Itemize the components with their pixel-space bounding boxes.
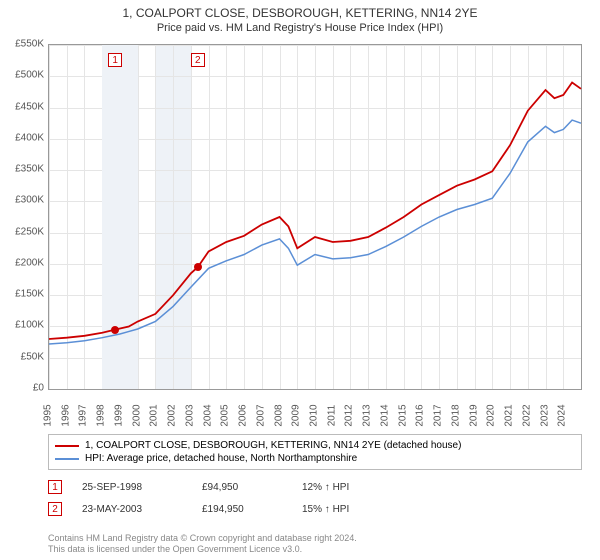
x-axis-label: 2001 [149, 404, 160, 426]
transaction-marker: 2 [48, 502, 62, 516]
x-axis-label: 2019 [468, 404, 479, 426]
x-axis-label: 2022 [521, 404, 532, 426]
legend-item: HPI: Average price, detached house, Nort… [55, 452, 575, 465]
x-axis-label: 2020 [486, 404, 497, 426]
x-axis-label: 2014 [379, 404, 390, 426]
page-title: 1, COALPORT CLOSE, DESBOROUGH, KETTERING… [0, 0, 600, 20]
x-axis-label: 2017 [433, 404, 444, 426]
transaction-point-1 [111, 326, 119, 334]
x-axis-label: 2023 [539, 404, 550, 426]
x-axis-label: 2018 [450, 404, 461, 426]
chart-container: 1, COALPORT CLOSE, DESBOROUGH, KETTERING… [0, 0, 600, 560]
y-axis-label: £450K [15, 101, 44, 112]
transaction-delta: 12% ↑ HPI [302, 482, 382, 493]
x-axis-label: 2006 [238, 404, 249, 426]
y-axis-label: £400K [15, 132, 44, 143]
x-axis-label: 1995 [43, 404, 54, 426]
y-axis-label: £500K [15, 70, 44, 81]
x-axis-label: 2009 [291, 404, 302, 426]
transaction-point-2 [194, 263, 202, 271]
x-axis-label: 2012 [344, 404, 355, 426]
series-blue [49, 120, 581, 344]
transaction-marker: 1 [48, 480, 62, 494]
legend: 1, COALPORT CLOSE, DESBOROUGH, KETTERING… [48, 434, 582, 470]
y-axis-label: £50K [21, 351, 44, 362]
x-axis-label: 2004 [202, 404, 213, 426]
footer-line-1: Contains HM Land Registry data © Crown c… [48, 533, 357, 545]
transaction-row: 1 25-SEP-1998 £94,950 12% ↑ HPI [48, 480, 582, 494]
transaction-row: 2 23-MAY-2003 £194,950 15% ↑ HPI [48, 502, 582, 516]
transaction-delta: 15% ↑ HPI [302, 504, 382, 515]
legend-swatch [55, 458, 79, 460]
footer-line-2: This data is licensed under the Open Gov… [48, 544, 357, 556]
legend-label: 1, COALPORT CLOSE, DESBOROUGH, KETTERING… [85, 440, 461, 451]
x-axis-label: 2021 [504, 404, 515, 426]
legend-item: 1, COALPORT CLOSE, DESBOROUGH, KETTERING… [55, 439, 575, 452]
transaction-price: £194,950 [202, 504, 282, 515]
x-axis-label: 2005 [220, 404, 231, 426]
x-axis-label: 2008 [273, 404, 284, 426]
series-red [49, 83, 581, 340]
page-subtitle: Price paid vs. HM Land Registry's House … [0, 20, 600, 34]
plot-area: 12 [48, 44, 582, 390]
x-axis-label: 2007 [255, 404, 266, 426]
x-axis-label: 1996 [60, 404, 71, 426]
y-axis-label: £300K [15, 195, 44, 206]
line-plot [49, 45, 581, 389]
footer-attribution: Contains HM Land Registry data © Crown c… [48, 533, 357, 556]
marker-box-2: 2 [191, 53, 205, 67]
x-axis-label: 2024 [557, 404, 568, 426]
legend-label: HPI: Average price, detached house, Nort… [85, 453, 357, 464]
y-axis-label: £100K [15, 320, 44, 331]
transaction-price: £94,950 [202, 482, 282, 493]
x-axis-label: 1997 [78, 404, 89, 426]
y-axis-label: £150K [15, 289, 44, 300]
x-axis-label: 2002 [167, 404, 178, 426]
x-axis-label: 2000 [131, 404, 142, 426]
y-axis-label: £200K [15, 257, 44, 268]
marker-box-1: 1 [108, 53, 122, 67]
x-axis-label: 2003 [184, 404, 195, 426]
transaction-date: 23-MAY-2003 [82, 504, 182, 515]
x-axis-label: 1999 [113, 404, 124, 426]
y-axis-label: £250K [15, 226, 44, 237]
x-axis-label: 1998 [96, 404, 107, 426]
x-axis-label: 2015 [397, 404, 408, 426]
x-axis-label: 2016 [415, 404, 426, 426]
x-axis-label: 2013 [362, 404, 373, 426]
x-axis-label: 2011 [326, 405, 337, 427]
legend-swatch [55, 445, 79, 447]
x-axis-label: 2010 [309, 404, 320, 426]
y-axis-label: £350K [15, 164, 44, 175]
y-axis-label: £550K [15, 39, 44, 50]
transaction-date: 25-SEP-1998 [82, 482, 182, 493]
y-axis-label: £0 [33, 383, 44, 394]
